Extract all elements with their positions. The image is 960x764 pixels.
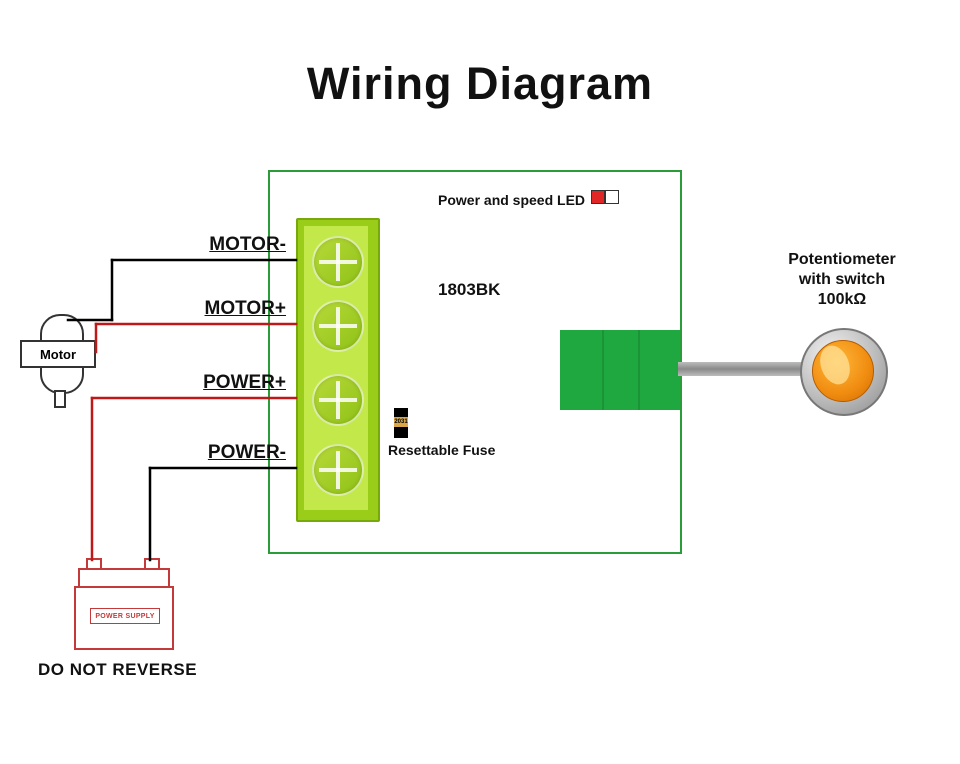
terminal-label-power-: POWER+ bbox=[176, 372, 286, 394]
terminal-screw bbox=[312, 444, 364, 496]
led-icon bbox=[591, 190, 619, 209]
terminal-screw bbox=[312, 236, 364, 288]
terminal-screw bbox=[312, 300, 364, 352]
battery-label: POWER SUPPLY bbox=[90, 608, 160, 624]
battery-body: POWER SUPPLY bbox=[74, 586, 174, 650]
led-indicator-group: Power and speed LED bbox=[438, 190, 619, 209]
led-label: Power and speed LED bbox=[438, 192, 585, 208]
resettable-fuse-icon: 2031 bbox=[394, 408, 408, 438]
motor-label-box: Motor bbox=[20, 340, 96, 368]
pot-label-line3: 100kΩ bbox=[772, 290, 912, 310]
potentiometer-shaft-icon bbox=[678, 362, 808, 376]
page-title: Wiring Diagram bbox=[0, 58, 960, 110]
fuse-code: 2031 bbox=[394, 417, 408, 427]
fuse-label: Resettable Fuse bbox=[388, 442, 495, 458]
pot-label-line1: Potentiometer bbox=[772, 250, 912, 270]
terminal-label-motor-: MOTOR- bbox=[176, 234, 286, 256]
pot-label-line2: with switch bbox=[772, 270, 912, 290]
potentiometer-knob-core bbox=[812, 340, 874, 402]
motor-label: Motor bbox=[40, 347, 76, 362]
model-label: 1803BK bbox=[438, 280, 500, 300]
motor-axle-icon bbox=[54, 390, 66, 408]
terminal-label-motor-: MOTOR+ bbox=[176, 298, 286, 320]
warning-label: DO NOT REVERSE bbox=[38, 660, 197, 680]
terminal-screw bbox=[312, 374, 364, 426]
terminal-label-power-: POWER- bbox=[176, 442, 286, 464]
diagram-stage: Wiring Diagram Power and speed LED 1803B… bbox=[0, 0, 960, 764]
potentiometer-label: Potentiometer with switch 100kΩ bbox=[772, 250, 912, 310]
knob-glare-icon bbox=[813, 341, 873, 401]
potentiometer-block-icon bbox=[560, 330, 680, 410]
